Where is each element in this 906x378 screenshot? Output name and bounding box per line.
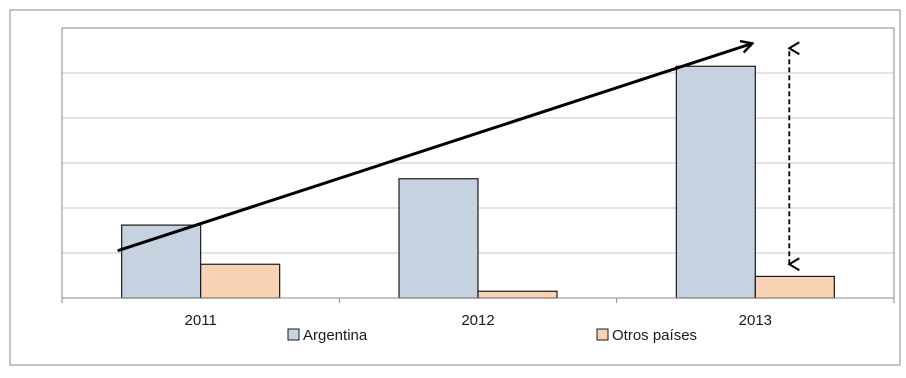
bar-otros-paises-2011	[200, 263, 281, 299]
legend-swatch-argentina	[287, 328, 300, 341]
x-tick-label: 2013	[739, 312, 772, 329]
x-tick-label: 2011	[185, 312, 217, 329]
x-axis: 2011 2012 2013	[61, 297, 895, 329]
bar-argentina-2012	[398, 178, 479, 299]
legend-label-otros-paises: Otros países	[612, 327, 697, 344]
legend: Argentina Otros países	[287, 327, 697, 344]
bar-argentina-2013	[675, 65, 756, 299]
legend-label-argentina: Argentina	[303, 327, 368, 344]
legend-swatch-otros-paises	[596, 328, 609, 341]
trend-arrow	[117, 44, 752, 253]
bar-otros-paises-2012	[477, 290, 558, 299]
annotations	[117, 44, 800, 272]
x-tick-label: 2012	[461, 312, 494, 329]
bar-otros-paises-2013	[754, 275, 835, 299]
